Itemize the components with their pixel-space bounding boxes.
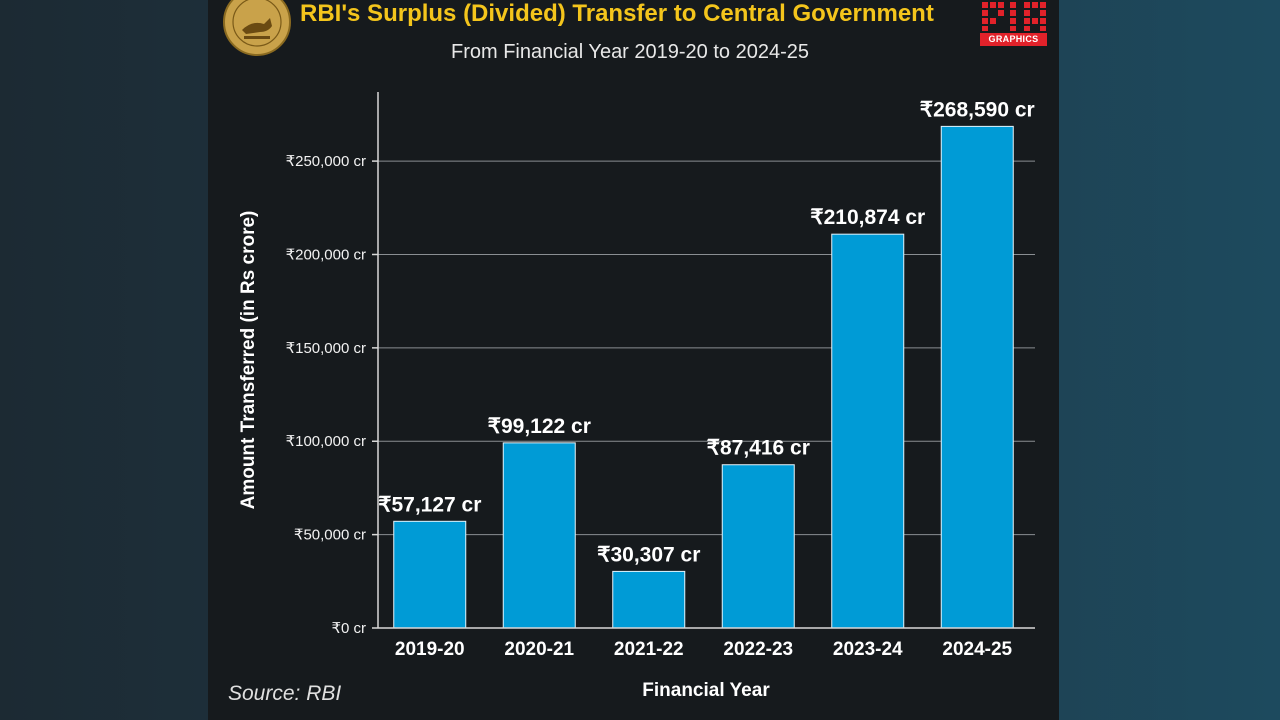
x-axis-title: Financial Year: [642, 680, 770, 701]
x-tick-label: 2023-24: [833, 639, 903, 660]
chart-subtitle: From Financial Year 2019-20 to 2024-25: [450, 41, 809, 63]
publisher-logo-label: GRAPHICS: [980, 33, 1047, 46]
x-tick-label: 2019-20: [395, 639, 465, 660]
x-tick-label: 2021-22: [614, 639, 684, 660]
data-label: ₹87,416 cr: [707, 437, 810, 460]
bar-2023-24: [831, 233, 905, 629]
chart-title: RBI's Surplus (Divided) Transfer to Cent…: [300, 0, 934, 27]
y-tick-label: ₹200,000 cr: [286, 246, 366, 263]
bar-2022-23: [721, 464, 795, 629]
data-label: ₹57,127 cr: [378, 493, 481, 516]
y-tick-label: ₹0 cr: [331, 620, 366, 637]
data-label: ₹30,307 cr: [597, 543, 700, 566]
data-label: ₹99,122 cr: [488, 415, 591, 438]
rbi-seal-logo: [223, 0, 291, 56]
y-tick-label: ₹150,000 cr: [286, 340, 366, 357]
y-tick-label: ₹50,000 cr: [294, 527, 366, 544]
bar-2024-25: [940, 125, 1014, 629]
data-label: ₹268,590 cr: [920, 98, 1035, 121]
bar-2020-21: [502, 442, 576, 629]
y-tick-label: ₹100,000 cr: [286, 433, 366, 450]
y-axis-title: Amount Transferred (in Rs crore): [238, 211, 259, 510]
publisher-logo: [982, 2, 1046, 31]
bar-2021-22: [612, 570, 686, 629]
x-tick-label: 2020-21: [504, 639, 574, 660]
data-label: ₹210,874 cr: [810, 206, 925, 229]
x-tick-label: 2022-23: [723, 639, 793, 660]
x-tick-label: 2024-25: [942, 639, 1012, 660]
y-tick-label: ₹250,000 cr: [286, 153, 366, 170]
bar-2019-20: [393, 520, 467, 629]
source-note: Source: RBI: [228, 682, 342, 705]
